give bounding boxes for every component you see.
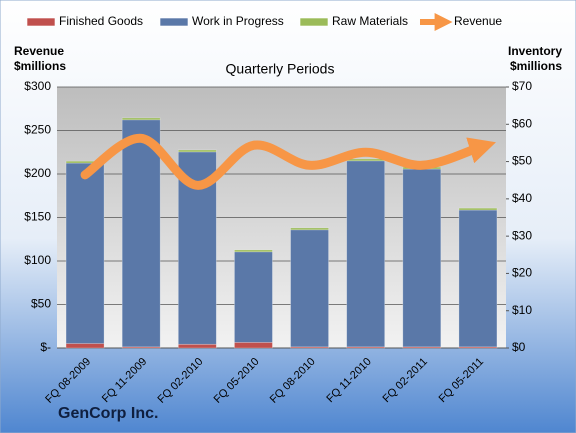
legend-swatch [299,17,329,27]
y2-tick-label: $40 [512,191,532,205]
legend-label: Raw Materials [332,14,408,28]
legend-label: Finished Goods [59,14,143,28]
y2-tick-label: $50 [512,154,532,168]
y-tick-label: $200 [24,166,51,180]
y2-tick-label: $20 [512,266,532,280]
bar [177,149,217,153]
y-tick-label: $100 [24,253,51,267]
y2-axis-title: Inventory [508,44,562,58]
footer: GenCorp Inc. [58,405,158,422]
y-tick-label: $150 [24,210,51,224]
y-tick-label: $250 [24,123,51,137]
y2-tick-label: $10 [512,303,532,317]
legend-label: Revenue [454,14,502,28]
bar [65,343,105,349]
y2-tick-label: $30 [512,228,532,242]
bar [458,207,498,211]
bar [65,162,105,344]
y-tick-label: $300 [24,79,51,93]
y-tick-label: $- [40,340,51,354]
line [80,133,496,190]
bar [177,343,217,349]
bar [346,158,386,162]
bar [234,342,273,349]
bar [121,117,161,121]
y-tick-label: $50 [31,297,51,311]
bar [402,346,442,349]
bar [402,168,442,348]
bar [290,227,329,231]
bar [234,251,273,343]
bar [346,160,386,348]
bar [290,229,329,348]
legend-swatch [159,17,189,27]
legend-label: Work in Progress [192,14,284,28]
y2-tick-label: $70 [512,79,532,93]
bar [458,209,498,348]
chart-title: Quarterly Periods [226,61,335,77]
legend-swatch [26,17,56,27]
y2-tick-label: $60 [512,116,532,130]
y-axis-title: $millions [14,59,66,73]
y2-axis-title: $millions [510,59,562,73]
y-axis-title: Revenue [14,44,64,58]
bar [234,249,273,253]
bar [346,346,386,349]
bar [121,119,161,348]
y2-tick-label: $0 [512,340,526,354]
